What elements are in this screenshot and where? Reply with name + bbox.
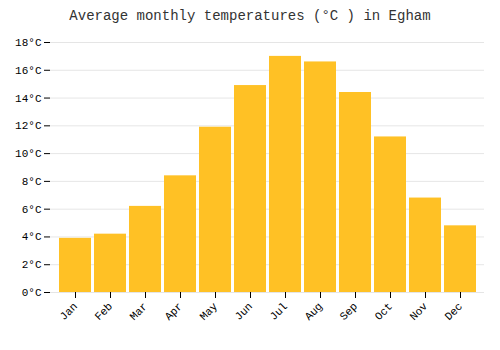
svg-text:Oct: Oct — [373, 300, 395, 322]
svg-text:18°C: 18°C — [15, 37, 42, 49]
svg-text:16°C: 16°C — [15, 65, 42, 77]
svg-text:2°C: 2°C — [22, 259, 42, 271]
svg-text:Sep: Sep — [338, 300, 360, 322]
svg-text:0°C: 0°C — [22, 287, 42, 299]
svg-text:4°C: 4°C — [22, 231, 42, 243]
svg-text:12°C: 12°C — [15, 120, 42, 132]
svg-text:10°C: 10°C — [15, 148, 42, 160]
svg-text:8°C: 8°C — [22, 176, 42, 188]
svg-text:Nov: Nov — [408, 300, 431, 323]
svg-text:Jun: Jun — [233, 300, 255, 322]
svg-text:6°C: 6°C — [22, 204, 42, 216]
svg-text:Jan: Jan — [58, 300, 80, 322]
svg-text:Aug: Aug — [303, 300, 325, 322]
svg-text:Feb: Feb — [93, 300, 115, 322]
svg-text:Dec: Dec — [443, 300, 465, 322]
html-text:Average monthly temperatures (: Average monthly temperatures (°C ) in Eg… — [69, 8, 431, 24]
svg-text:14°C: 14°C — [15, 93, 42, 105]
svg-text:Jul: Jul — [268, 300, 290, 322]
svg-text:May: May — [198, 300, 221, 323]
svg-text:Apr: Apr — [163, 300, 185, 322]
svg-text:Mar: Mar — [128, 300, 150, 322]
